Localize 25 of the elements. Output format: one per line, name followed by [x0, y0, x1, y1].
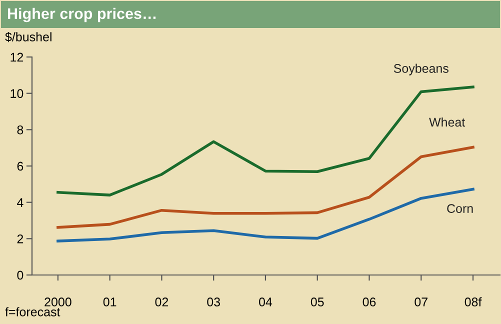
x-tick-label: 2000: [44, 298, 72, 306]
series-label: Corn: [447, 204, 473, 213]
y-tick-label: 4: [17, 198, 24, 207]
x-tick-label: 06: [362, 298, 376, 306]
text: f=forecast: [5, 307, 60, 316]
y-tick-label: 0: [17, 270, 24, 280]
y-axis-title: $/bushel: [5, 32, 52, 42]
x-tick-label: 02: [155, 298, 168, 306]
x-tick-label: 05: [310, 298, 324, 306]
line-series: [56, 146, 474, 229]
series-label: Soybeans: [394, 64, 448, 76]
chart-title: Higher crop prices…: [8, 8, 156, 22]
y-tick-label: 6: [17, 162, 24, 171]
x-tick-label: 03: [207, 298, 220, 306]
x-tick-label: 01: [103, 298, 116, 306]
line-series: [56, 188, 474, 242]
y-tick-label: 10: [10, 89, 24, 98]
y-tick-label: 2: [17, 234, 24, 244]
x-tick-label: 04: [259, 298, 272, 306]
x-tick-label: 08f: [464, 297, 482, 306]
line-series: [56, 86, 474, 196]
x-tick-label: 07: [414, 298, 428, 306]
y-tick-label: 8: [17, 125, 24, 134]
y-tick-label: 12: [10, 52, 24, 62]
series-label: Wheat: [429, 117, 466, 127]
